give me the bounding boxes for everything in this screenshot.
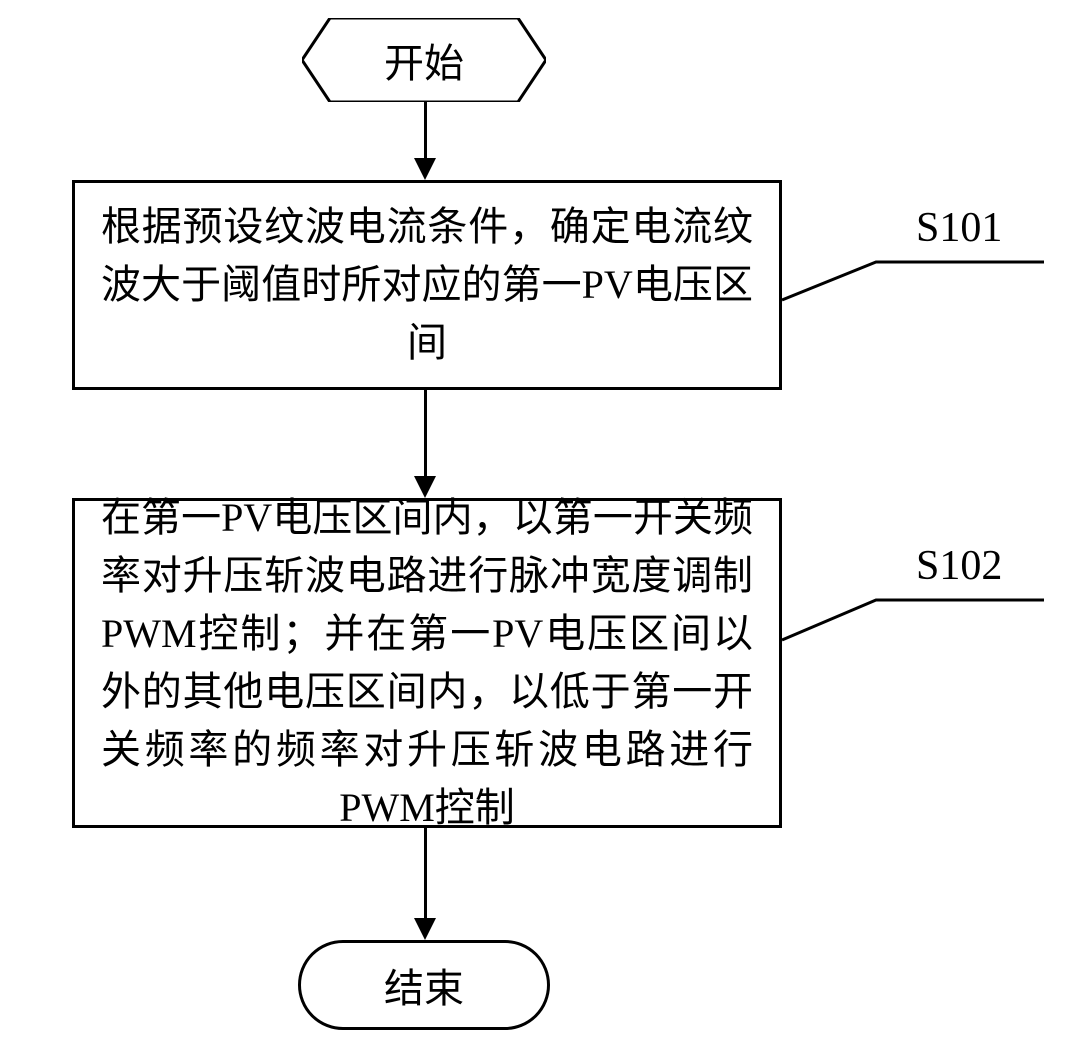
edge-start-s101-head bbox=[414, 158, 436, 180]
start-terminator: 开始 bbox=[302, 18, 546, 102]
leader-s101 bbox=[782, 258, 1044, 306]
end-terminator: 结束 bbox=[298, 940, 550, 1030]
start-label: 开始 bbox=[384, 31, 464, 89]
process-s102-text: 在第一PV电压区间内，以第一开关频率对升压斩波电路进行脉冲宽度调制PWM控制；并… bbox=[101, 489, 753, 837]
flowchart-canvas: 开始 根据预设纹波电流条件，确定电流纹波大于阈值时所对应的第一PV电压区间 S1… bbox=[0, 0, 1068, 1063]
label-s102: S102 bbox=[916, 542, 1002, 590]
end-label: 结束 bbox=[384, 956, 464, 1014]
process-s101-text: 根据预设纹波电流条件，确定电流纹波大于阈值时所对应的第一PV电压区间 bbox=[101, 198, 753, 372]
process-s101: 根据预设纹波电流条件，确定电流纹波大于阈值时所对应的第一PV电压区间 bbox=[72, 180, 782, 390]
leader-s102 bbox=[782, 596, 1044, 644]
label-s101-text: S101 bbox=[916, 205, 1002, 251]
label-s101: S101 bbox=[916, 204, 1002, 252]
edge-s102-end-head bbox=[414, 918, 436, 940]
edge-start-s101 bbox=[424, 102, 427, 160]
edge-s102-end bbox=[424, 828, 427, 920]
label-s102-text: S102 bbox=[916, 543, 1002, 589]
edge-s101-s102 bbox=[424, 390, 427, 478]
process-s102: 在第一PV电压区间内，以第一开关频率对升压斩波电路进行脉冲宽度调制PWM控制；并… bbox=[72, 498, 782, 828]
